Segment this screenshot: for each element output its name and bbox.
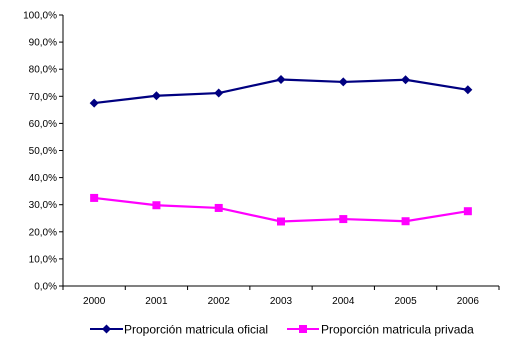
- legend-item-privada: Proporción matricula privada: [287, 323, 474, 337]
- data-point-1: [277, 217, 285, 226]
- y-axis-ticks: 0,0% 10,0% 20,0% 30,0% 40,0% 50,0% 60,0% 70,0% 8…: [23, 11, 63, 293]
- axes: [62, 15, 499, 287]
- legend-item-oficial: Proporción matricula oficial: [90, 323, 268, 337]
- y-tick-label: 50,0%: [29, 146, 57, 157]
- data-point-1: [339, 215, 348, 224]
- y-tick-label: 90,0%: [29, 38, 57, 49]
- x-tick-label: 2003: [270, 296, 293, 307]
- data-point-1: [401, 217, 410, 226]
- data-point-1: [214, 203, 223, 212]
- y-tick-label: 30,0%: [29, 200, 57, 211]
- legend-label-oficial: Proporción matricula oficial: [124, 323, 268, 337]
- y-tick-label: 0,0%: [34, 282, 57, 293]
- y-tick-label: 20,0%: [29, 227, 57, 238]
- series-group: [89, 74, 473, 226]
- data-point-1: [152, 201, 161, 210]
- data-point-1: [463, 207, 472, 216]
- data-point-0: [276, 74, 286, 84]
- data-point-0: [401, 75, 411, 85]
- x-axis-ticks: 2000 2001 2002 2003 2004 2005 2006: [62, 286, 500, 307]
- x-tick-label: 2000: [83, 296, 106, 307]
- legend: Proporción matricula oficial Proporción …: [90, 323, 474, 337]
- data-point-1: [90, 193, 99, 202]
- x-tick-label: 2002: [208, 296, 231, 307]
- data-point-0: [89, 98, 99, 108]
- data-point-0: [151, 91, 161, 101]
- x-tick-label: 2001: [145, 296, 168, 307]
- legend-label-privada: Proporción matricula privada: [321, 323, 474, 337]
- data-point-0: [338, 77, 348, 87]
- y-tick-label: 40,0%: [29, 173, 57, 184]
- x-tick-label: 2006: [457, 296, 480, 307]
- data-point-0: [214, 88, 224, 98]
- y-tick-label: 100,0%: [23, 11, 57, 22]
- y-tick-label: 80,0%: [29, 65, 57, 76]
- y-tick-label: 60,0%: [29, 119, 57, 130]
- y-tick-label: 10,0%: [29, 254, 57, 265]
- legend-marker-oficial: [102, 324, 111, 334]
- data-point-0: [463, 85, 473, 95]
- x-tick-label: 2004: [332, 296, 355, 307]
- legend-marker-privada: [299, 325, 307, 333]
- x-tick-label: 2005: [394, 296, 417, 307]
- y-tick-label: 70,0%: [29, 92, 57, 103]
